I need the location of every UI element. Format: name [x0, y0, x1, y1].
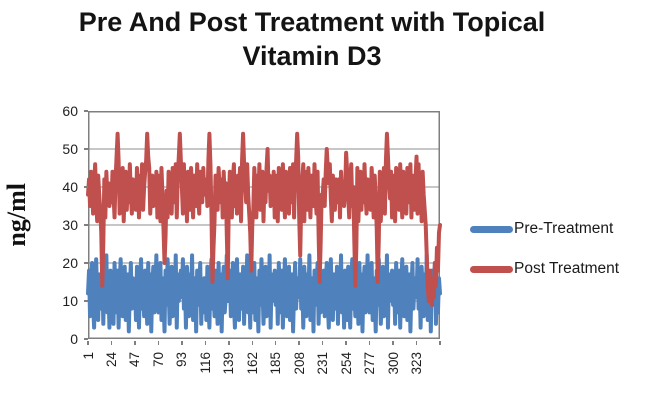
x-tick-label: 323: [409, 352, 425, 375]
legend-item-post-treatment: Post Treatment: [470, 259, 619, 279]
x-tick-label: 185: [268, 352, 284, 375]
chart-canvas: [86, 111, 442, 339]
x-axis-tick: [439, 340, 441, 345]
x-axis-tick: [368, 340, 371, 345]
x-tick-label: 162: [244, 352, 260, 375]
plot-area: [86, 111, 442, 339]
y-tick-label: 30: [62, 217, 78, 233]
x-axis-tick: [274, 340, 277, 345]
y-axis-tick: [84, 186, 88, 188]
x-axis-tick: [345, 340, 347, 345]
x-tick-label: 116: [197, 352, 213, 374]
x-axis-tick: [204, 340, 207, 345]
x-axis-tick: [134, 340, 136, 345]
post-treatment-line: [86, 131, 442, 307]
x-tick-label: 24: [103, 352, 119, 368]
legend-line-pre-treatment-icon: [470, 225, 513, 233]
y-axis-tick: [84, 148, 88, 150]
legend-label: Post Treatment: [514, 260, 620, 277]
y-axis-title: ng/ml: [2, 183, 31, 247]
y-axis-tick: [84, 262, 88, 264]
x-axis-tick: [298, 340, 300, 345]
x-tick-label: 1: [80, 352, 96, 360]
x-tick-label: 93: [174, 352, 190, 368]
x-axis-tick: [110, 340, 113, 345]
x-axis-tick: [181, 340, 183, 345]
x-tick-label: 277: [362, 352, 378, 375]
chart-title: Pre And Post Treatment with Topical Vita…: [0, 6, 624, 73]
x-tick-label: 300: [385, 352, 401, 375]
x-tick-label: 139: [221, 352, 237, 375]
chart-title-line2: Vitamin D3: [242, 41, 382, 71]
x-tick-label: 231: [315, 352, 331, 375]
x-axis-tick: [87, 340, 89, 345]
x-axis-tick: [228, 340, 230, 345]
y-tick-label: 0: [70, 331, 78, 347]
x-axis-tick: [251, 340, 254, 345]
x-axis-tick: [321, 340, 324, 345]
legend-label: Pre-Treatment: [514, 220, 614, 237]
x-axis-tick: [157, 340, 160, 345]
legend-item-pre-treatment: Pre-Treatment: [470, 219, 613, 239]
y-tick-label: 40: [62, 179, 78, 195]
legend-line-post-treatment-icon: [470, 265, 513, 273]
y-axis-tick: [84, 338, 88, 340]
x-tick-label: 70: [150, 352, 166, 368]
x-tick-label: 254: [338, 352, 354, 375]
y-tick-label: 10: [62, 293, 78, 309]
y-tick-label: 60: [62, 103, 78, 119]
x-tick-label: 47: [127, 352, 143, 368]
y-axis-tick: [84, 224, 88, 226]
chart-title-line1: Pre And Post Treatment with Topical: [78, 7, 546, 37]
y-axis-tick: [84, 110, 88, 112]
x-tick-label: 208: [291, 352, 307, 375]
pre-treatment-line: [86, 253, 442, 334]
y-axis-tick: [84, 300, 88, 302]
x-axis-tick: [392, 340, 394, 345]
x-axis-tick: [415, 340, 418, 345]
y-tick-label: 50: [62, 141, 78, 157]
y-tick-label: 20: [62, 255, 78, 271]
